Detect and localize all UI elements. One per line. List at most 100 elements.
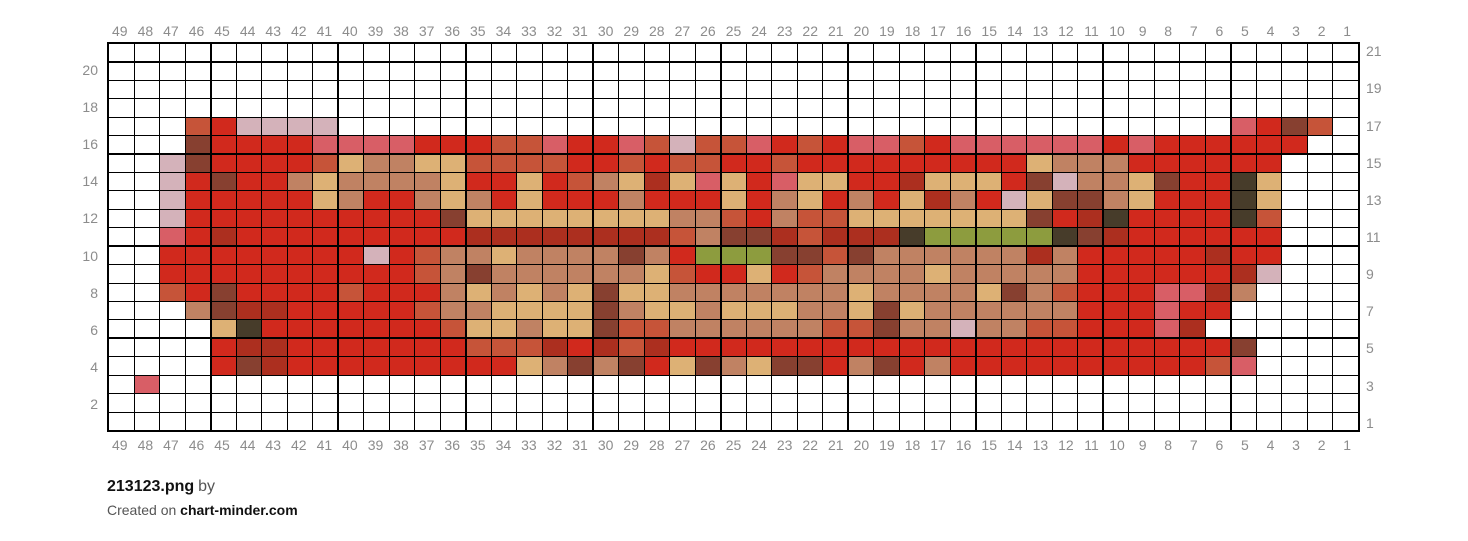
grid-cell[interactable] xyxy=(772,375,797,394)
grid-cell[interactable] xyxy=(1052,283,1078,301)
grid-cell[interactable] xyxy=(1333,209,1358,228)
grid-cell[interactable] xyxy=(364,375,389,394)
grid-cell[interactable] xyxy=(1256,412,1282,430)
grid-cell[interactable] xyxy=(1103,44,1129,62)
grid-cell[interactable] xyxy=(823,375,848,394)
grid-cell[interactable] xyxy=(185,357,211,375)
grid-cell[interactable] xyxy=(517,228,542,246)
grid-cell[interactable] xyxy=(1231,209,1256,228)
grid-cell[interactable] xyxy=(1282,154,1307,172)
grid-cell[interactable] xyxy=(1154,412,1180,430)
grid-cell[interactable] xyxy=(1180,265,1205,283)
grid-cell[interactable] xyxy=(185,246,211,265)
grid-cell[interactable] xyxy=(517,62,542,80)
grid-cell[interactable] xyxy=(695,302,721,320)
grid-cell[interactable] xyxy=(262,228,287,246)
grid-cell[interactable] xyxy=(848,136,874,154)
grid-cell[interactable] xyxy=(364,338,389,357)
grid-cell[interactable] xyxy=(185,412,211,430)
grid-cell[interactable] xyxy=(491,283,517,301)
grid-cell[interactable] xyxy=(1180,44,1205,62)
grid-cell[interactable] xyxy=(721,209,746,228)
grid-cell[interactable] xyxy=(236,302,262,320)
grid-cell[interactable] xyxy=(517,302,542,320)
grid-cell[interactable] xyxy=(134,394,160,412)
grid-cell[interactable] xyxy=(160,302,185,320)
grid-cell[interactable] xyxy=(772,154,797,172)
grid-cell[interactable] xyxy=(593,302,619,320)
grid-cell[interactable] xyxy=(950,62,976,80)
grid-cell[interactable] xyxy=(160,357,185,375)
grid-cell[interactable] xyxy=(1052,246,1078,265)
grid-cell[interactable] xyxy=(338,44,364,62)
grid-cell[interactable] xyxy=(1256,99,1282,117)
grid-cell[interactable] xyxy=(1078,209,1103,228)
grid-cell[interactable] xyxy=(874,283,899,301)
grid-cell[interactable] xyxy=(1282,117,1307,136)
grid-cell[interactable] xyxy=(491,44,517,62)
grid-cell[interactable] xyxy=(797,191,823,209)
grid-cell[interactable] xyxy=(236,80,262,99)
grid-cell[interactable] xyxy=(262,265,287,283)
grid-cell[interactable] xyxy=(695,154,721,172)
grid-cell[interactable] xyxy=(797,62,823,80)
grid-cell[interactable] xyxy=(1333,412,1358,430)
grid-cell[interactable] xyxy=(542,80,568,99)
grid-cell[interactable] xyxy=(746,191,772,209)
grid-cell[interactable] xyxy=(262,357,287,375)
grid-cell[interactable] xyxy=(1205,246,1231,265)
grid-cell[interactable] xyxy=(1052,136,1078,154)
grid-cell[interactable] xyxy=(134,62,160,80)
grid-cell[interactable] xyxy=(338,99,364,117)
grid-cell[interactable] xyxy=(287,44,313,62)
grid-cell[interactable] xyxy=(619,44,644,62)
grid-cell[interactable] xyxy=(1282,302,1307,320)
grid-cell[interactable] xyxy=(389,320,415,338)
grid-cell[interactable] xyxy=(1307,375,1333,394)
grid-cell[interactable] xyxy=(976,154,1001,172)
grid-cell[interactable] xyxy=(568,173,593,191)
grid-cell[interactable] xyxy=(823,394,848,412)
grid-cell[interactable] xyxy=(415,320,440,338)
grid-cell[interactable] xyxy=(1027,283,1052,301)
grid-cell[interactable] xyxy=(287,338,313,357)
grid-cell[interactable] xyxy=(1205,209,1231,228)
grid-cell[interactable] xyxy=(746,375,772,394)
grid-cell[interactable] xyxy=(1205,80,1231,99)
grid-cell[interactable] xyxy=(1256,228,1282,246)
grid-cell[interactable] xyxy=(389,357,415,375)
grid-cell[interactable] xyxy=(772,246,797,265)
grid-cell[interactable] xyxy=(313,117,338,136)
grid-cell[interactable] xyxy=(899,99,925,117)
grid-cell[interactable] xyxy=(848,338,874,357)
grid-cell[interactable] xyxy=(466,357,491,375)
grid-cell[interactable] xyxy=(848,62,874,80)
grid-cell[interactable] xyxy=(1205,117,1231,136)
grid-cell[interactable] xyxy=(1052,228,1078,246)
grid-cell[interactable] xyxy=(517,265,542,283)
grid-cell[interactable] xyxy=(797,338,823,357)
grid-cell[interactable] xyxy=(389,209,415,228)
grid-cell[interactable] xyxy=(517,99,542,117)
grid-cell[interactable] xyxy=(1205,154,1231,172)
grid-cell[interactable] xyxy=(695,283,721,301)
grid-cell[interactable] xyxy=(1027,375,1052,394)
grid-cell[interactable] xyxy=(389,99,415,117)
grid-cell[interactable] xyxy=(134,154,160,172)
grid-cell[interactable] xyxy=(619,209,644,228)
grid-cell[interactable] xyxy=(160,265,185,283)
grid-cell[interactable] xyxy=(1052,394,1078,412)
grid-cell[interactable] xyxy=(950,80,976,99)
grid-cell[interactable] xyxy=(823,228,848,246)
grid-cell[interactable] xyxy=(976,136,1001,154)
grid-cell[interactable] xyxy=(1103,246,1129,265)
grid-cell[interactable] xyxy=(542,302,568,320)
grid-cell[interactable] xyxy=(313,62,338,80)
grid-cell[interactable] xyxy=(823,302,848,320)
grid-cell[interactable] xyxy=(338,246,364,265)
grid-cell[interactable] xyxy=(950,173,976,191)
grid-cell[interactable] xyxy=(1231,191,1256,209)
grid-cell[interactable] xyxy=(1256,62,1282,80)
grid-cell[interactable] xyxy=(517,320,542,338)
grid-cell[interactable] xyxy=(874,136,899,154)
